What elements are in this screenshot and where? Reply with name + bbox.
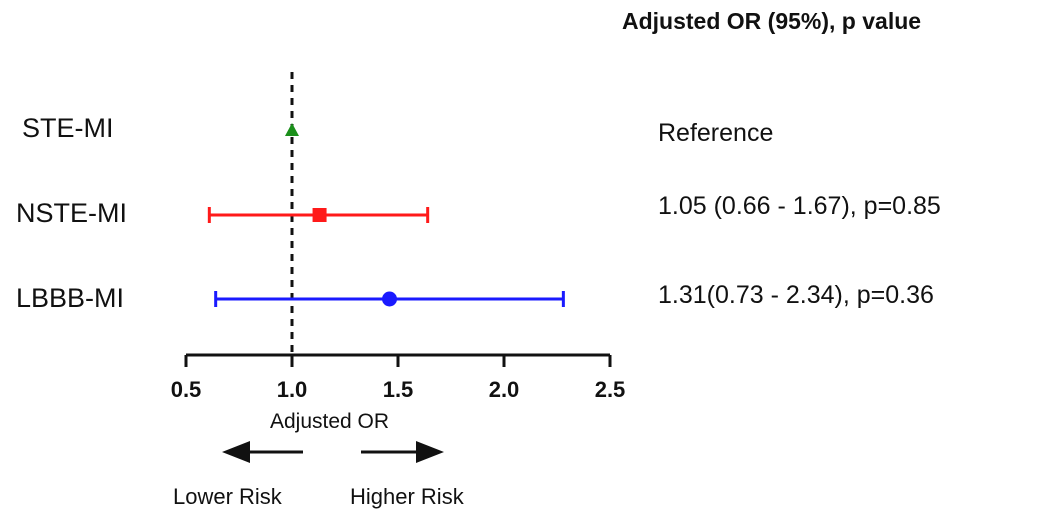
x-axis-title: Adjusted OR bbox=[270, 410, 390, 433]
row-label-nste-mi: NSTE-MI bbox=[16, 198, 127, 228]
lower-risk-arrow-icon bbox=[222, 441, 250, 463]
point-estimate-square bbox=[312, 208, 327, 222]
estimate-text-ste-mi: Reference bbox=[658, 119, 774, 147]
higher-risk-label: Higher Risk bbox=[350, 484, 464, 509]
estimate-text-lbbb-mi: 1.31(0.73 - 2.34), p=0.36 bbox=[658, 281, 934, 309]
higher-risk-arrow-icon bbox=[416, 441, 444, 463]
point-estimate-triangle bbox=[285, 123, 299, 136]
forest-row bbox=[207, 207, 430, 223]
x-tick-label: 2.5 bbox=[595, 377, 626, 402]
estimate-text-nste-mi: 1.05 (0.66 - 1.67), p=0.85 bbox=[658, 192, 941, 220]
forest-row bbox=[214, 291, 565, 307]
x-tick-label: 2.0 bbox=[489, 377, 520, 402]
x-tick-label: 1.0 bbox=[277, 377, 308, 402]
forest-row bbox=[285, 123, 299, 136]
x-tick-label: 1.5 bbox=[383, 377, 414, 402]
x-tick-label: 0.5 bbox=[171, 377, 202, 402]
lower-risk-label: Lower Risk bbox=[173, 484, 282, 509]
estimates-column-header: Adjusted OR (95%), p value bbox=[622, 8, 922, 34]
row-label-lbbb-mi: LBBB-MI bbox=[16, 283, 125, 313]
point-estimate-circle bbox=[382, 291, 398, 307]
row-label-ste-mi: STE-MI bbox=[22, 113, 114, 143]
